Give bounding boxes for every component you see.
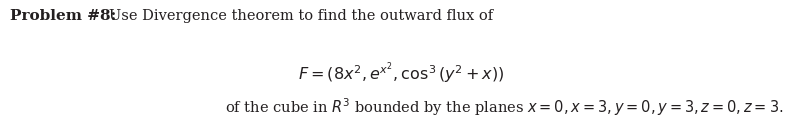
Text: of the cube in $R^3$ bounded by the planes $x = 0, x = 3, y = 0, y = 3, z = 0, z: of the cube in $R^3$ bounded by the plan…: [225, 96, 784, 118]
Text: $F = (8x^2, e^{x^2}, \cos^3(y^2 + x))$: $F = (8x^2, e^{x^2}, \cos^3(y^2 + x))$: [298, 60, 504, 86]
Text: Use Divergence theorem to find the outward flux of: Use Divergence theorem to find the outwa…: [109, 9, 493, 23]
Text: Problem #8:: Problem #8:: [10, 9, 116, 23]
